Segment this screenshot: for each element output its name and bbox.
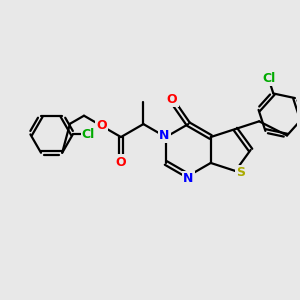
- Text: O: O: [116, 156, 126, 169]
- Text: O: O: [167, 93, 177, 106]
- Text: S: S: [236, 166, 245, 179]
- Text: Cl: Cl: [262, 72, 275, 85]
- Text: N: N: [183, 172, 194, 185]
- Text: N: N: [159, 129, 170, 142]
- Text: Cl: Cl: [82, 128, 95, 141]
- Text: O: O: [96, 119, 107, 132]
